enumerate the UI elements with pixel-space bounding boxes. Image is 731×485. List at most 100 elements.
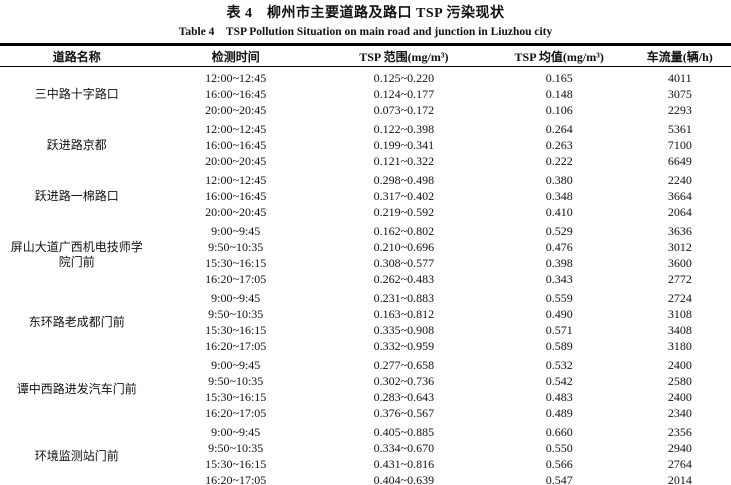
cell-tsp-mean: 0.263 — [545, 138, 573, 152]
cell-tsp-mean: 0.476 — [545, 240, 573, 254]
cell-time: 12:00~12:45 — [205, 122, 267, 136]
cell-tsp-range: 0.121~0.322 — [373, 154, 435, 168]
cell-traffic: 5361 — [667, 122, 692, 136]
cell-tsp-mean: 0.529 — [545, 224, 573, 238]
cell-traffic: 4011 — [668, 71, 692, 85]
cell-tsp-range: 0.283~0.643 — [373, 390, 435, 404]
cell-time: 9:00~9:45 — [211, 425, 261, 439]
cell-traffic: 2340 — [667, 406, 692, 420]
cell-tsp-range: 0.219~0.592 — [373, 205, 435, 219]
cell-time: 9:00~9:45 — [211, 291, 261, 305]
cell-tsp-range: 0.122~0.398 — [373, 122, 435, 136]
cell-time: 9:50~10:35 — [208, 240, 264, 254]
cell-tsp-mean: 0.348 — [545, 189, 573, 203]
cell-tsp-range: 0.405~0.885 — [373, 425, 435, 439]
cell-time: 16:00~16:45 — [205, 87, 267, 101]
cell-tsp-mean: 0.550 — [545, 441, 573, 455]
cell-time: 16:00~16:45 — [205, 138, 267, 152]
cell-traffic: 3012 — [667, 240, 692, 254]
table-row: 屏山大道广西机电技师学院门前 9:00~9:45 0.162~0.802 0.529 3… — [0, 220, 731, 269]
cell-time: 12:00~12:45 — [205, 173, 267, 187]
cell-time: 12:00~12:45 — [205, 71, 267, 85]
cell-tsp-range: 0.376~0.567 — [373, 406, 435, 420]
cell-tsp-range: 0.404~0.639 — [373, 473, 435, 485]
table-row: 9:50~10:35 0.302~0.736 0.542 2580 — [0, 373, 731, 389]
cell-road-name: 环境监测站门前 — [34, 448, 119, 463]
column-header-time: 检测时间 — [153, 44, 318, 67]
table-row: 跃进路一棉路口 12:00~12:45 0.298~0.498 0.380 2240 — [0, 169, 731, 203]
table-row: 16:00~16:45 0.199~0.341 0.263 7100 — [0, 137, 731, 153]
cell-tsp-range: 0.332~0.959 — [373, 339, 435, 353]
cell-tsp-range: 0.262~0.483 — [373, 272, 435, 286]
cell-tsp-range: 0.210~0.696 — [373, 240, 435, 254]
table-row: 20:00~20:45 0.219~0.592 0.410 2064 — [0, 204, 731, 220]
cell-tsp-range: 0.302~0.736 — [373, 374, 435, 388]
table-row: 16:00~16:45 0.317~0.402 0.348 3664 — [0, 188, 731, 204]
cell-traffic: 3075 — [667, 87, 692, 101]
cell-tsp-mean: 0.571 — [545, 323, 573, 337]
cell-time: 15:30~16:15 — [205, 256, 267, 270]
table-row: 东环路老成都门前 9:00~9:45 0.231~0.883 0.559 2724 — [0, 287, 731, 329]
table-row: 16:20~17:05 0.404~0.639 0.547 2014 — [0, 472, 731, 485]
cell-road-name: 东环路老成都门前 — [28, 314, 125, 329]
cell-traffic: 2940 — [667, 441, 692, 455]
cell-tsp-range: 0.073~0.172 — [373, 103, 435, 117]
cell-road-name: 跃进路京都 — [46, 137, 107, 152]
table-title-en: Table 4 TSP Pollution Situation on main … — [178, 26, 553, 38]
cell-tsp-mean: 0.380 — [545, 173, 573, 187]
table-row: 15:30~16:15 0.308~0.577 0.398 3600 — [0, 255, 731, 271]
cell-tsp-mean: 0.343 — [545, 272, 573, 286]
cell-tsp-range: 0.125~0.220 — [373, 71, 435, 85]
cell-tsp-range: 0.231~0.883 — [373, 291, 435, 305]
cell-time: 9:50~10:35 — [208, 441, 264, 455]
cell-tsp-mean: 0.222 — [545, 154, 573, 168]
cell-time: 20:00~20:45 — [205, 103, 267, 117]
cell-tsp-mean: 0.490 — [545, 307, 573, 321]
cell-traffic: 2014 — [667, 473, 692, 485]
table-row: 9:50~10:35 0.334~0.670 0.550 2940 — [0, 440, 731, 456]
cell-road-name: 屏山大道广西机电技师学院门前 — [10, 240, 143, 269]
cell-traffic: 3636 — [667, 224, 692, 238]
cell-time: 16:20~17:05 — [205, 339, 267, 353]
cell-tsp-mean: 0.148 — [545, 87, 573, 101]
cell-traffic: 2240 — [667, 173, 692, 187]
cell-traffic: 7100 — [667, 138, 692, 152]
column-header-tsp-mean: TSP 均值(mg/m³) — [489, 44, 629, 67]
cell-road-name: 三中路十字路口 — [34, 86, 119, 101]
cell-time: 9:50~10:35 — [208, 307, 264, 321]
cell-tsp-mean: 0.589 — [545, 339, 573, 353]
table-row: 9:50~10:35 0.163~0.812 0.490 3108 — [0, 306, 731, 322]
cell-time: 15:30~16:15 — [205, 323, 267, 337]
table-title-zh: 表 4 柳州市主要道路及路口 TSP 污染现状 — [226, 6, 505, 21]
cell-time: 16:20~17:05 — [205, 473, 267, 485]
cell-time: 20:00~20:45 — [205, 154, 267, 168]
cell-traffic: 2400 — [667, 358, 692, 372]
cell-traffic: 3600 — [667, 256, 692, 270]
cell-tsp-mean: 0.483 — [545, 390, 573, 404]
cell-tsp-range: 0.335~0.908 — [373, 323, 435, 337]
table-row: 15:30~16:15 0.283~0.643 0.483 2400 — [0, 389, 731, 405]
cell-road-name: 跃进路一棉路口 — [34, 188, 119, 203]
table-row: 20:00~20:45 0.073~0.172 0.106 2293 — [0, 102, 731, 118]
cell-time: 15:30~16:15 — [205, 457, 267, 471]
cell-tsp-mean: 0.410 — [545, 205, 573, 219]
cell-traffic: 2064 — [667, 205, 692, 219]
cell-traffic: 3408 — [667, 323, 692, 337]
cell-tsp-range: 0.334~0.670 — [373, 441, 435, 455]
cell-traffic: 3108 — [667, 307, 692, 321]
table-header-row: 道路名称 检测时间 TSP 范围(mg/m³) TSP 均值(mg/m³) 车流量(辆/… — [0, 44, 731, 67]
column-header-tsp-range: TSP 范围(mg/m³) — [317, 44, 490, 67]
cell-time: 16:00~16:45 — [205, 189, 267, 203]
table-row: 9:50~10:35 0.210~0.696 0.476 3012 — [0, 239, 731, 255]
cell-traffic: 2400 — [667, 390, 692, 404]
cell-tsp-range: 0.277~0.658 — [373, 358, 435, 372]
cell-tsp-range: 0.317~0.402 — [373, 189, 435, 203]
table-row: 环境监测站门前 9:00~9:45 0.405~0.885 0.660 2356 — [0, 421, 731, 463]
cell-traffic: 6649 — [667, 154, 692, 168]
cell-traffic: 3664 — [667, 189, 692, 203]
table-row: 三中路十字路口 12:00~12:45 0.125~0.220 0.165 4011 — [0, 67, 731, 101]
cell-tsp-mean: 0.532 — [545, 358, 573, 372]
cell-tsp-range: 0.163~0.812 — [373, 307, 435, 321]
cell-tsp-range: 0.431~0.816 — [373, 457, 435, 471]
cell-time: 15:30~16:15 — [205, 390, 267, 404]
